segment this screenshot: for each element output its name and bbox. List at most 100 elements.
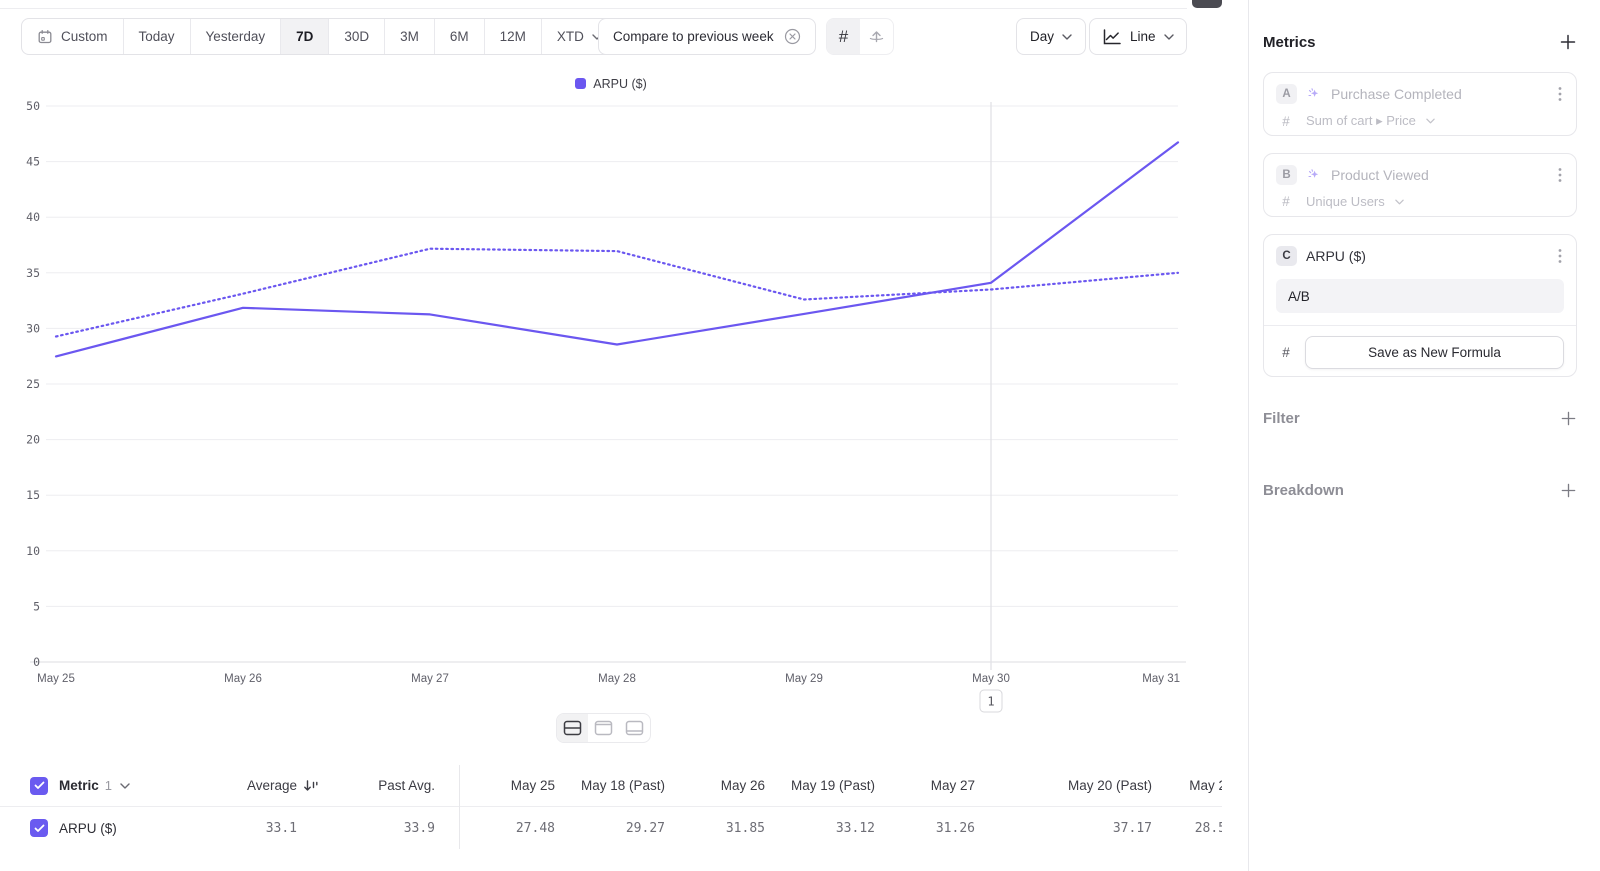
range-label: XTD [556, 29, 584, 44]
x-tick-label: May 30 [972, 673, 1010, 685]
y-tick-label: 15 [26, 488, 40, 502]
series-past[interactable] [54, 247, 1180, 338]
column-header-label: May 19 (Past) [790, 778, 875, 793]
remove-compare-icon[interactable] [784, 28, 801, 45]
column-header-label: May 26 [720, 778, 765, 793]
legend-label: ARPU ($) [593, 77, 647, 91]
y-tick-label: 10 [26, 544, 40, 558]
interval-dropdown[interactable]: Day [1016, 18, 1087, 55]
range-label: 7D [296, 29, 314, 44]
metric-card-a[interactable]: A Purchase Completed # Sum of cart ▸ Pri… [1263, 72, 1577, 136]
add-metric-button[interactable] [1559, 33, 1577, 51]
column-header-past-avg-[interactable]: Past Avg. [320, 765, 435, 807]
layout-option-split-bottom[interactable] [619, 714, 650, 742]
compare-button[interactable]: Compare to previous week [598, 18, 816, 55]
measure-label-a[interactable]: Sum of cart ▸ Price [1306, 113, 1416, 128]
range-label: 6M [449, 29, 469, 44]
card-divider [1264, 325, 1576, 326]
formula-input[interactable]: A/B [1276, 279, 1564, 313]
column-header-may-18-past-[interactable]: May 18 (Past) [555, 765, 665, 807]
metric-header-label: Metric [59, 778, 99, 793]
compare-label: Compare to previous week [613, 29, 774, 44]
column-header-label: May 20 (Past) [1067, 778, 1152, 793]
metric-menu-icon[interactable] [1556, 246, 1564, 266]
range-button-custom[interactable]: Custom [22, 19, 123, 54]
layout-option-split-middle[interactable] [557, 714, 588, 742]
column-header-may-19-past-[interactable]: May 19 (Past) [765, 765, 875, 807]
measure-hash-icon: # [1282, 194, 1290, 209]
y-tick-label: 20 [26, 433, 40, 447]
measure-hash-icon: # [1282, 345, 1290, 360]
line-chart-icon [1103, 28, 1121, 44]
column-header-may-25[interactable]: May 25 [459, 764, 555, 807]
range-button-3m[interactable]: 3M [384, 19, 434, 54]
arrow-up-from-line-icon [868, 28, 885, 45]
row-checkbox[interactable] [30, 819, 48, 837]
layout-option-split-top[interactable] [588, 714, 619, 742]
value-cell: 33.12 [835, 820, 875, 836]
column-header-may-20-past-[interactable]: May 20 (Past) [975, 765, 1152, 807]
metric-badge-a: A [1276, 84, 1297, 104]
scrollbar-thumb[interactable] [1192, 0, 1222, 8]
metric-label-c: ARPU ($) [1306, 248, 1366, 264]
measure-label-b[interactable]: Unique Users [1306, 194, 1385, 209]
value-cell: 37.17 [1112, 820, 1152, 836]
column-header-average[interactable]: Average [200, 765, 320, 807]
chevron-down-icon [1426, 118, 1435, 124]
column-header-label: May 2 [1189, 778, 1222, 793]
top-divider [0, 8, 1187, 9]
sort-descending-icon[interactable] [303, 779, 320, 793]
column-header-may-27[interactable]: May 27 [875, 765, 975, 807]
add-filter-button[interactable] [1560, 410, 1577, 427]
range-label: Today [138, 29, 175, 44]
range-button-30d[interactable]: 30D [328, 19, 384, 54]
column-header-label: May 18 (Past) [580, 778, 665, 793]
column-header-may-26[interactable]: May 26 [665, 765, 765, 807]
metric-card-b[interactable]: B Product Viewed # Unique Users [1263, 153, 1577, 217]
range-label: Custom [61, 29, 108, 44]
range-label: 30D [344, 29, 370, 44]
column-header-label: May 27 [930, 778, 975, 793]
save-as-new-formula-button[interactable]: Save as New Formula [1305, 336, 1564, 369]
grid-values-toggle[interactable]: # [827, 19, 860, 54]
y-tick-label: 25 [26, 377, 40, 391]
metric-header-cell: Metric 1 [0, 776, 200, 795]
metric-card-c[interactable]: C ARPU ($) A/B # Save as New Formula [1263, 234, 1577, 377]
series-current[interactable] [54, 141, 1180, 358]
value-cell: 31.85 [725, 820, 765, 836]
layout-toggle [556, 713, 651, 743]
y-tick-label: 30 [26, 321, 40, 335]
metric-menu-icon[interactable] [1556, 84, 1564, 104]
y-tick-label: 50 [26, 99, 40, 113]
range-button-today[interactable]: Today [122, 19, 190, 54]
range-button-yesterday[interactable]: Yesterday [189, 19, 281, 54]
add-breakdown-button[interactable] [1560, 482, 1577, 499]
chart-type-dropdown[interactable]: Line [1089, 18, 1187, 55]
chevron-down-icon [1062, 33, 1072, 40]
range-button-7d[interactable]: 7D [280, 19, 329, 54]
split-top-icon [594, 720, 613, 736]
annotations-toggle[interactable] [860, 19, 893, 54]
annotation-badge[interactable] [979, 689, 1003, 713]
column-header-label: Average [246, 778, 297, 793]
metric-menu-icon[interactable] [1556, 165, 1564, 185]
column-header-may-2[interactable]: May 2 [1152, 765, 1222, 807]
x-tick-label: May 28 [598, 673, 636, 685]
range-button-12m[interactable]: 12M [483, 19, 541, 54]
chevron-down-icon [1395, 199, 1404, 205]
y-tick-label: 45 [26, 155, 40, 169]
results-table: Metric 1 Average Past Avg. May 25 May 18 (P… [0, 764, 1222, 849]
event-sparkle-icon [1306, 86, 1322, 102]
metric-badge-b: B [1276, 165, 1297, 185]
select-all-checkbox[interactable] [30, 776, 48, 795]
value-cell: 31.26 [935, 820, 975, 836]
split-bottom-icon [625, 720, 644, 736]
breakdown-section: Breakdown [1263, 482, 1577, 499]
breakdown-title: Breakdown [1263, 482, 1344, 499]
metric-row-cell: ARPU ($) [0, 819, 200, 837]
chevron-down-icon[interactable] [120, 782, 130, 789]
value-cell: 27.48 [459, 807, 555, 849]
range-button-6m[interactable]: 6M [433, 19, 484, 54]
metrics-header: Metrics [1263, 33, 1577, 51]
metric-label-b: Product Viewed [1331, 167, 1429, 183]
